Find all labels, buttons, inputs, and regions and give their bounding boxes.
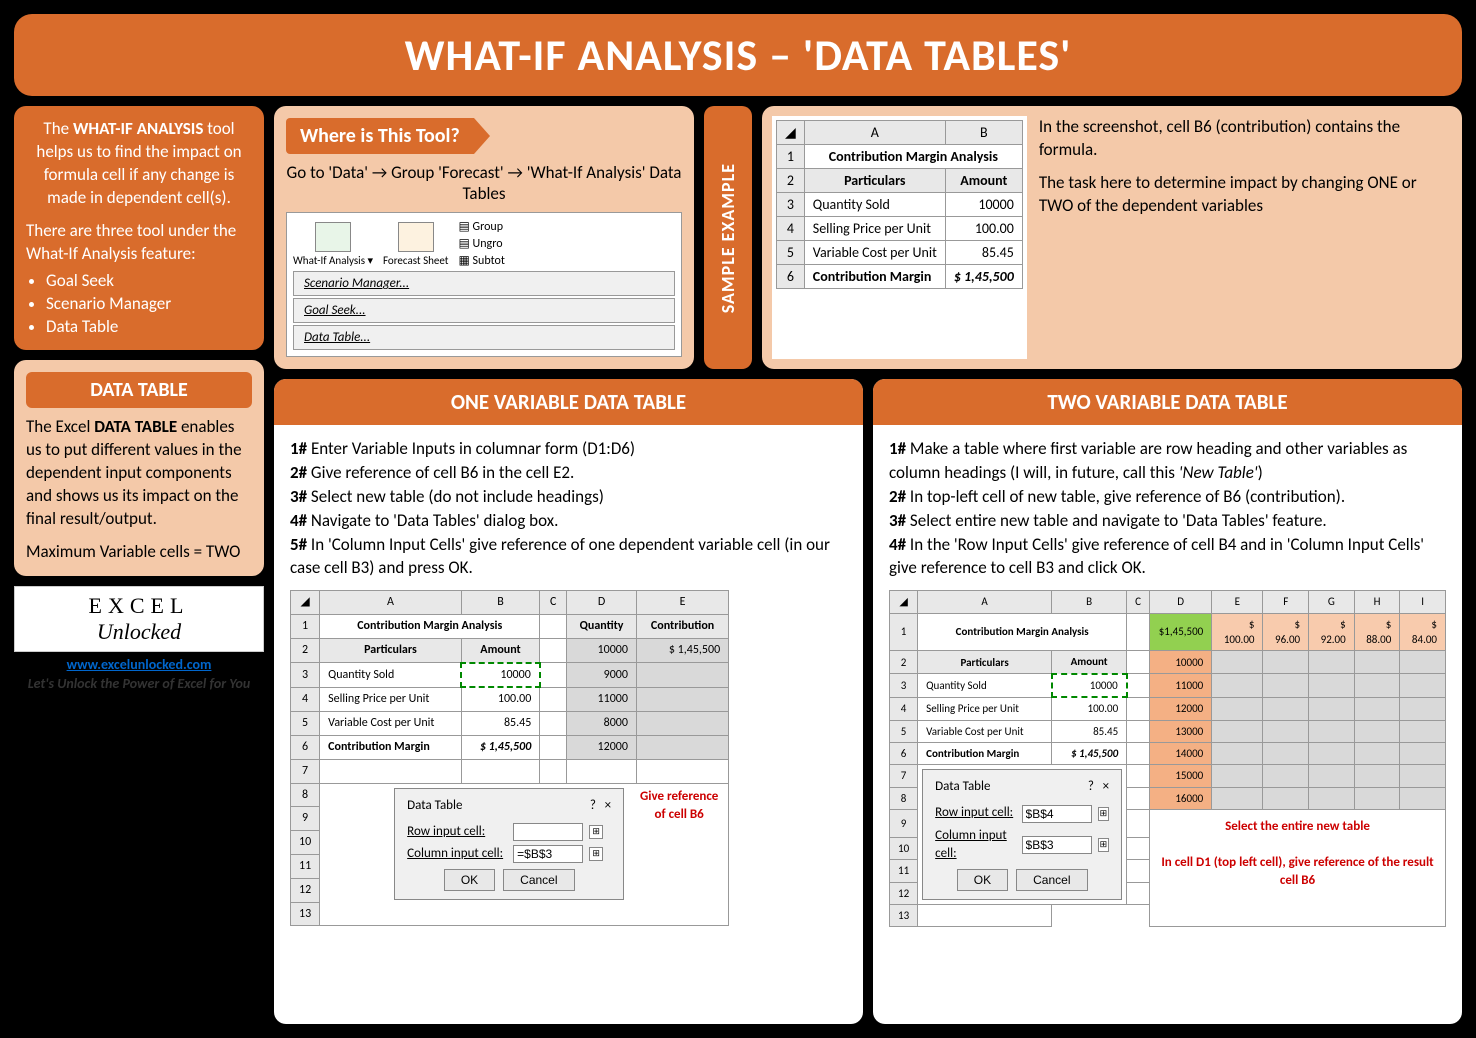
where-header: Where is This Tool? <box>286 118 474 154</box>
ok-button[interactable]: OK <box>957 869 1008 891</box>
one-var-table: ◢ABCDE 1Contribution Margin AnalysisQuan… <box>290 590 729 926</box>
menu-item: Goal Seek... <box>293 298 675 323</box>
dt-max: Maximum Variable cells = TWO <box>26 541 252 564</box>
logo-tagline: Let's Unlock the Power of Excel for You <box>14 675 264 692</box>
intro-item: Data Table <box>46 316 252 339</box>
logo-line1b: Unlocked <box>97 619 181 644</box>
sample-note1: In the screenshot, cell B6 (contribution… <box>1039 116 1452 162</box>
one-step: 2# Give reference of cell B6 in the cell… <box>290 461 847 485</box>
two-step: 4# In the 'Row Input Cells' give referen… <box>889 533 1446 581</box>
one-step: 1# 1# Enter Variable Inputs in columnar … <box>290 437 847 461</box>
menu-item: Data Table... <box>293 325 675 350</box>
datatable-header: DATA TABLE <box>26 372 252 408</box>
two-var-panel: TWO VARIABLE DATA TABLE 1# Make a table … <box>873 379 1462 1024</box>
sample-label: SAMPLE EXAMPLE <box>704 106 752 369</box>
title-bar: WHAT-IF ANALYSIS – 'DATA TABLES' <box>14 14 1462 96</box>
dt-text-pre: The Excel <box>26 416 94 437</box>
dt-text-bold: DATA TABLE <box>94 416 177 437</box>
intro-p2: There are three tool under the What-If A… <box>26 220 252 266</box>
ribbon-side: ▤ Group ▤ Ungro ▦ Subtot <box>458 219 504 269</box>
where-path: Go to 'Data' → Group 'Forecast' → 'What-… <box>286 162 682 204</box>
datatable-panel: DATA TABLE The Excel DATA TABLE enables … <box>14 360 264 576</box>
ribbon-forecast: Forecast Sheet <box>383 222 448 267</box>
one-step: 3# Select new table (do not include head… <box>290 485 847 509</box>
page-title: WHAT-IF ANALYSIS – 'DATA TABLES' <box>28 28 1448 82</box>
row-input[interactable] <box>513 823 583 841</box>
sample-table: ◢AB 1Contribution Margin Analysis 2Parti… <box>776 120 1023 289</box>
sample-panel: ◢AB 1Contribution Margin Analysis 2Parti… <box>762 106 1462 369</box>
logo-link[interactable]: www.excelunlocked.com <box>67 656 212 673</box>
menu-item: Scenario Manager... <box>293 271 675 296</box>
two-var-header: TWO VARIABLE DATA TABLE <box>873 379 1462 425</box>
one-step: 4# Navigate to 'Data Tables' dialog box. <box>290 509 847 533</box>
two-step: 2# In top-left cell of new table, give r… <box>889 485 1446 509</box>
one-var-panel: ONE VARIABLE DATA TABLE 1# 1# Enter Vari… <box>274 379 863 1024</box>
col-input[interactable] <box>1022 836 1092 854</box>
ok-button[interactable]: OK <box>444 869 495 891</box>
two-step: 3# Select entire new table and navigate … <box>889 509 1446 533</box>
row-input[interactable] <box>1022 805 1092 823</box>
intro-item: Scenario Manager <box>46 293 252 316</box>
col-input[interactable] <box>513 845 583 863</box>
two-var-table: ◢ABCDEFGHI 1Contribution Margin Analysis… <box>889 590 1446 927</box>
logo-line1a: EXCEL <box>89 593 190 618</box>
two-note2: In cell D1 (top left cell), give referen… <box>1158 854 1437 890</box>
cancel-button[interactable]: Cancel <box>503 869 574 891</box>
two-step: 1# Make a table where first variable are… <box>889 437 1446 485</box>
cancel-button[interactable]: Cancel <box>1016 869 1087 891</box>
data-table-dialog: Data Table? × Row input cell:⊞ Column in… <box>394 788 624 901</box>
one-step: 5# In 'Column Input Cells' give referenc… <box>290 533 847 581</box>
ribbon-whatif: What-If Analysis ▾ <box>293 222 373 267</box>
two-note1: Select the entire new table <box>1158 818 1437 836</box>
ribbon-mock: What-If Analysis ▾ Forecast Sheet ▤ Grou… <box>286 212 682 357</box>
intro-text-bold: WHAT-IF ANALYSIS <box>73 118 203 139</box>
one-note: Give reference of cell B6 <box>634 788 724 824</box>
where-panel: Where is This Tool? Go to 'Data' → Group… <box>274 106 694 369</box>
intro-panel: The WHAT-IF ANALYSIS tool helps us to fi… <box>14 106 264 350</box>
sample-note2: The task here to determine impact by cha… <box>1039 172 1452 218</box>
intro-item: Goal Seek <box>46 270 252 293</box>
one-var-header: ONE VARIABLE DATA TABLE <box>274 379 863 425</box>
data-table-dialog-two: Data Table? × Row input cell:⊞ Column in… <box>922 769 1122 900</box>
intro-text-pre: The <box>43 118 73 139</box>
logo-box: EXCEL Unlocked www.excelunlocked.com Let… <box>14 586 264 692</box>
logo-image: EXCEL Unlocked <box>14 586 264 652</box>
